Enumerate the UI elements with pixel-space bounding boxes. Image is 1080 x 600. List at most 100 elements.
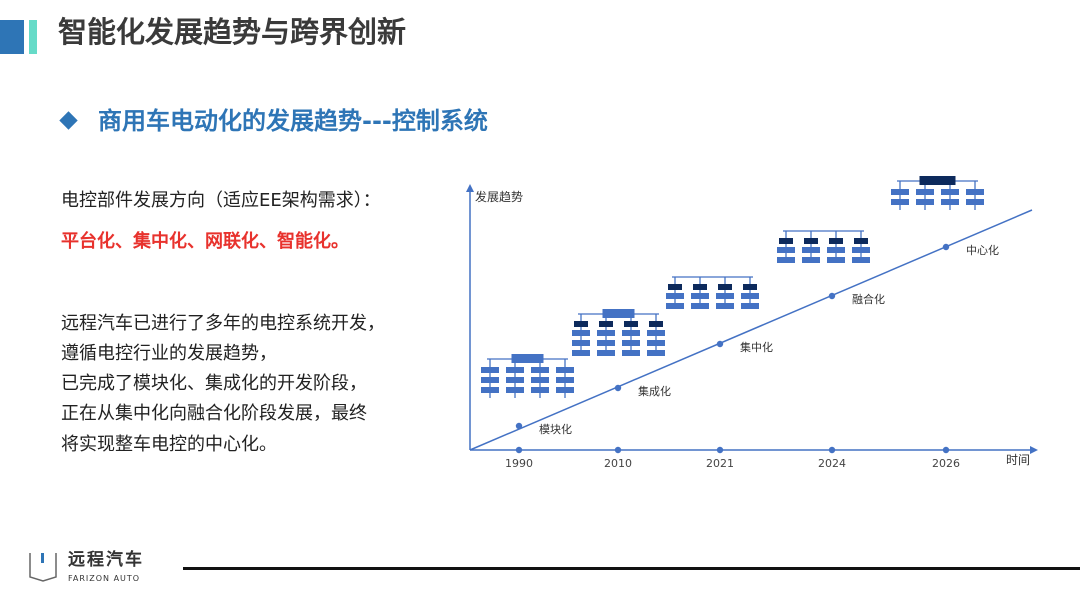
stage-point [828, 292, 836, 300]
year-tick [942, 446, 950, 454]
paragraph-line: 已完成了模块化、集成化的开发阶段， [61, 373, 367, 394]
ecu-block [919, 176, 956, 185]
ecu-block [802, 257, 820, 263]
ecu-block [827, 257, 845, 263]
ecu-block [691, 293, 709, 299]
ecu-block [602, 309, 635, 318]
stage-label: 中心化 [966, 243, 999, 257]
ecu-block [624, 321, 638, 327]
ecu-block [506, 367, 524, 373]
ecu-block [597, 340, 615, 346]
ecu-block [804, 238, 818, 244]
title-accent-bar [0, 20, 24, 54]
year-tick [716, 446, 724, 454]
ecu-block [647, 330, 665, 336]
ecu-block [916, 199, 934, 205]
y-axis-label: 发展趋势 [475, 189, 523, 204]
stage-point [515, 422, 523, 430]
ecu-block [891, 189, 909, 195]
ecu-block [941, 199, 959, 205]
ecu-block [779, 238, 793, 244]
stage-point [614, 384, 622, 392]
ecu-block [572, 330, 590, 336]
ecu-block [531, 367, 549, 373]
ecu-block [597, 330, 615, 336]
year-tick [828, 446, 836, 454]
stage-label: 融合化 [852, 292, 885, 306]
footer-divider [183, 567, 1080, 570]
farizon-logo-icon [28, 551, 58, 583]
ecu-block [481, 387, 499, 393]
paragraph-line: 远程汽车已进行了多年的电控系统开发， [61, 313, 385, 334]
ecu-block [481, 367, 499, 373]
ecu-block [802, 247, 820, 253]
ecu-block [693, 284, 707, 290]
ecu-block [649, 321, 663, 327]
logo-text-cn: 远程汽车 [68, 550, 144, 570]
ecu-block [572, 340, 590, 346]
stage-label: 模块化 [539, 422, 572, 436]
ecu-block [666, 303, 684, 309]
stage-label: 集成化 [638, 384, 671, 398]
ecu-block [622, 340, 640, 346]
year-label: 2010 [604, 457, 632, 470]
architecture-tree [897, 180, 978, 210]
ecu-block [622, 350, 640, 356]
ecu-block [716, 293, 734, 299]
ecu-block [743, 284, 757, 290]
paragraph-line: 将实现整车电控的中心化。 [61, 434, 277, 455]
paragraph-line: 遵循电控行业的发展趋势， [61, 343, 277, 364]
stage-point [942, 243, 950, 251]
architecture-illustrations [481, 176, 984, 398]
ecu-block [891, 199, 909, 205]
stage-point [716, 340, 724, 348]
year-tick [614, 446, 622, 454]
ecu-block [777, 257, 795, 263]
ecu-block [572, 350, 590, 356]
ecu-block [741, 293, 759, 299]
ecu-block [852, 247, 870, 253]
ecu-block [511, 354, 544, 363]
year-label: 2026 [932, 457, 960, 470]
year-label: 2024 [818, 457, 846, 470]
ecu-block [666, 293, 684, 299]
ecu-block [647, 350, 665, 356]
architecture-tree [578, 313, 659, 353]
ecu-block [574, 321, 588, 327]
architecture-tree [672, 276, 753, 306]
section-subtitle: 商用车电动化的发展趋势---控制系统 [98, 107, 488, 135]
ecu-block [531, 377, 549, 383]
ecu-block [597, 350, 615, 356]
ecu-block [854, 238, 868, 244]
x-axis-arrow-icon [1030, 446, 1038, 454]
ecu-block [668, 284, 682, 290]
ecu-block [741, 303, 759, 309]
ecu-block [716, 303, 734, 309]
ecu-block [941, 189, 959, 195]
architecture-tree [487, 358, 568, 398]
ecu-block [506, 377, 524, 383]
ecu-block [531, 387, 549, 393]
year-label: 1990 [505, 457, 533, 470]
ecu-block [599, 321, 613, 327]
highlight-text: 平台化、集中化、网联化、智能化。 [61, 231, 349, 252]
ecu-block [647, 340, 665, 346]
logo-text-en: FARIZON AUTO [68, 574, 141, 583]
ecu-block [718, 284, 732, 290]
paragraph-line: 正在从集中化向融合化阶段发展，最终 [61, 403, 367, 424]
ecu-block [852, 257, 870, 263]
trend-line [469, 209, 1033, 451]
ecu-block [622, 330, 640, 336]
ecu-block [966, 189, 984, 195]
title-accent-bar-secondary [29, 20, 37, 54]
ecu-block [506, 387, 524, 393]
ecu-block [829, 238, 843, 244]
year-tick [515, 446, 523, 454]
page-title: 智能化发展趋势与跨界创新 [58, 15, 407, 49]
x-axis-label: 时间 [1006, 453, 1030, 467]
ecu-block [827, 247, 845, 253]
ecu-block [916, 189, 934, 195]
stage-label: 集中化 [740, 340, 773, 354]
